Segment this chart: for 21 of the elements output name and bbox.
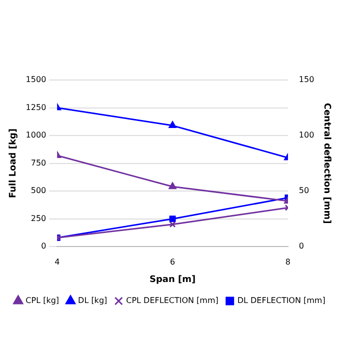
y-tick-label: 500 (30, 186, 46, 196)
y-tick-label: 1250 (26, 102, 46, 112)
y-axis-title: Full Load [kg] (8, 128, 19, 198)
y2-tick-label: 0 (298, 242, 304, 251)
x-tick-label: 6 (170, 257, 176, 266)
legend-label: DL DEFLECTION [mm] (237, 296, 326, 306)
x-tick-label: 8 (285, 257, 290, 266)
y-tick-label: 1500 (26, 75, 46, 84)
legend-label: CPL [kg] (26, 296, 60, 306)
y-tick-label: 0 (41, 242, 46, 251)
y2-tick-label: 50 (298, 186, 310, 196)
x-axis-title: Span [m] (149, 274, 196, 285)
x-tick-label: 4 (54, 257, 60, 266)
y2-tick-label: 100 (298, 130, 314, 140)
legend-label: CPL DEFLECTION [mm] (126, 296, 218, 306)
legend-label: DL [kg] (78, 296, 108, 306)
y2-tick-label: 150 (298, 75, 314, 84)
y2-axis-title: Central deflection [mm] (321, 102, 332, 224)
y-tick-label: 1000 (26, 130, 46, 140)
y-tick-label: 250 (30, 214, 46, 223)
y-tick-label: 750 (30, 158, 46, 168)
